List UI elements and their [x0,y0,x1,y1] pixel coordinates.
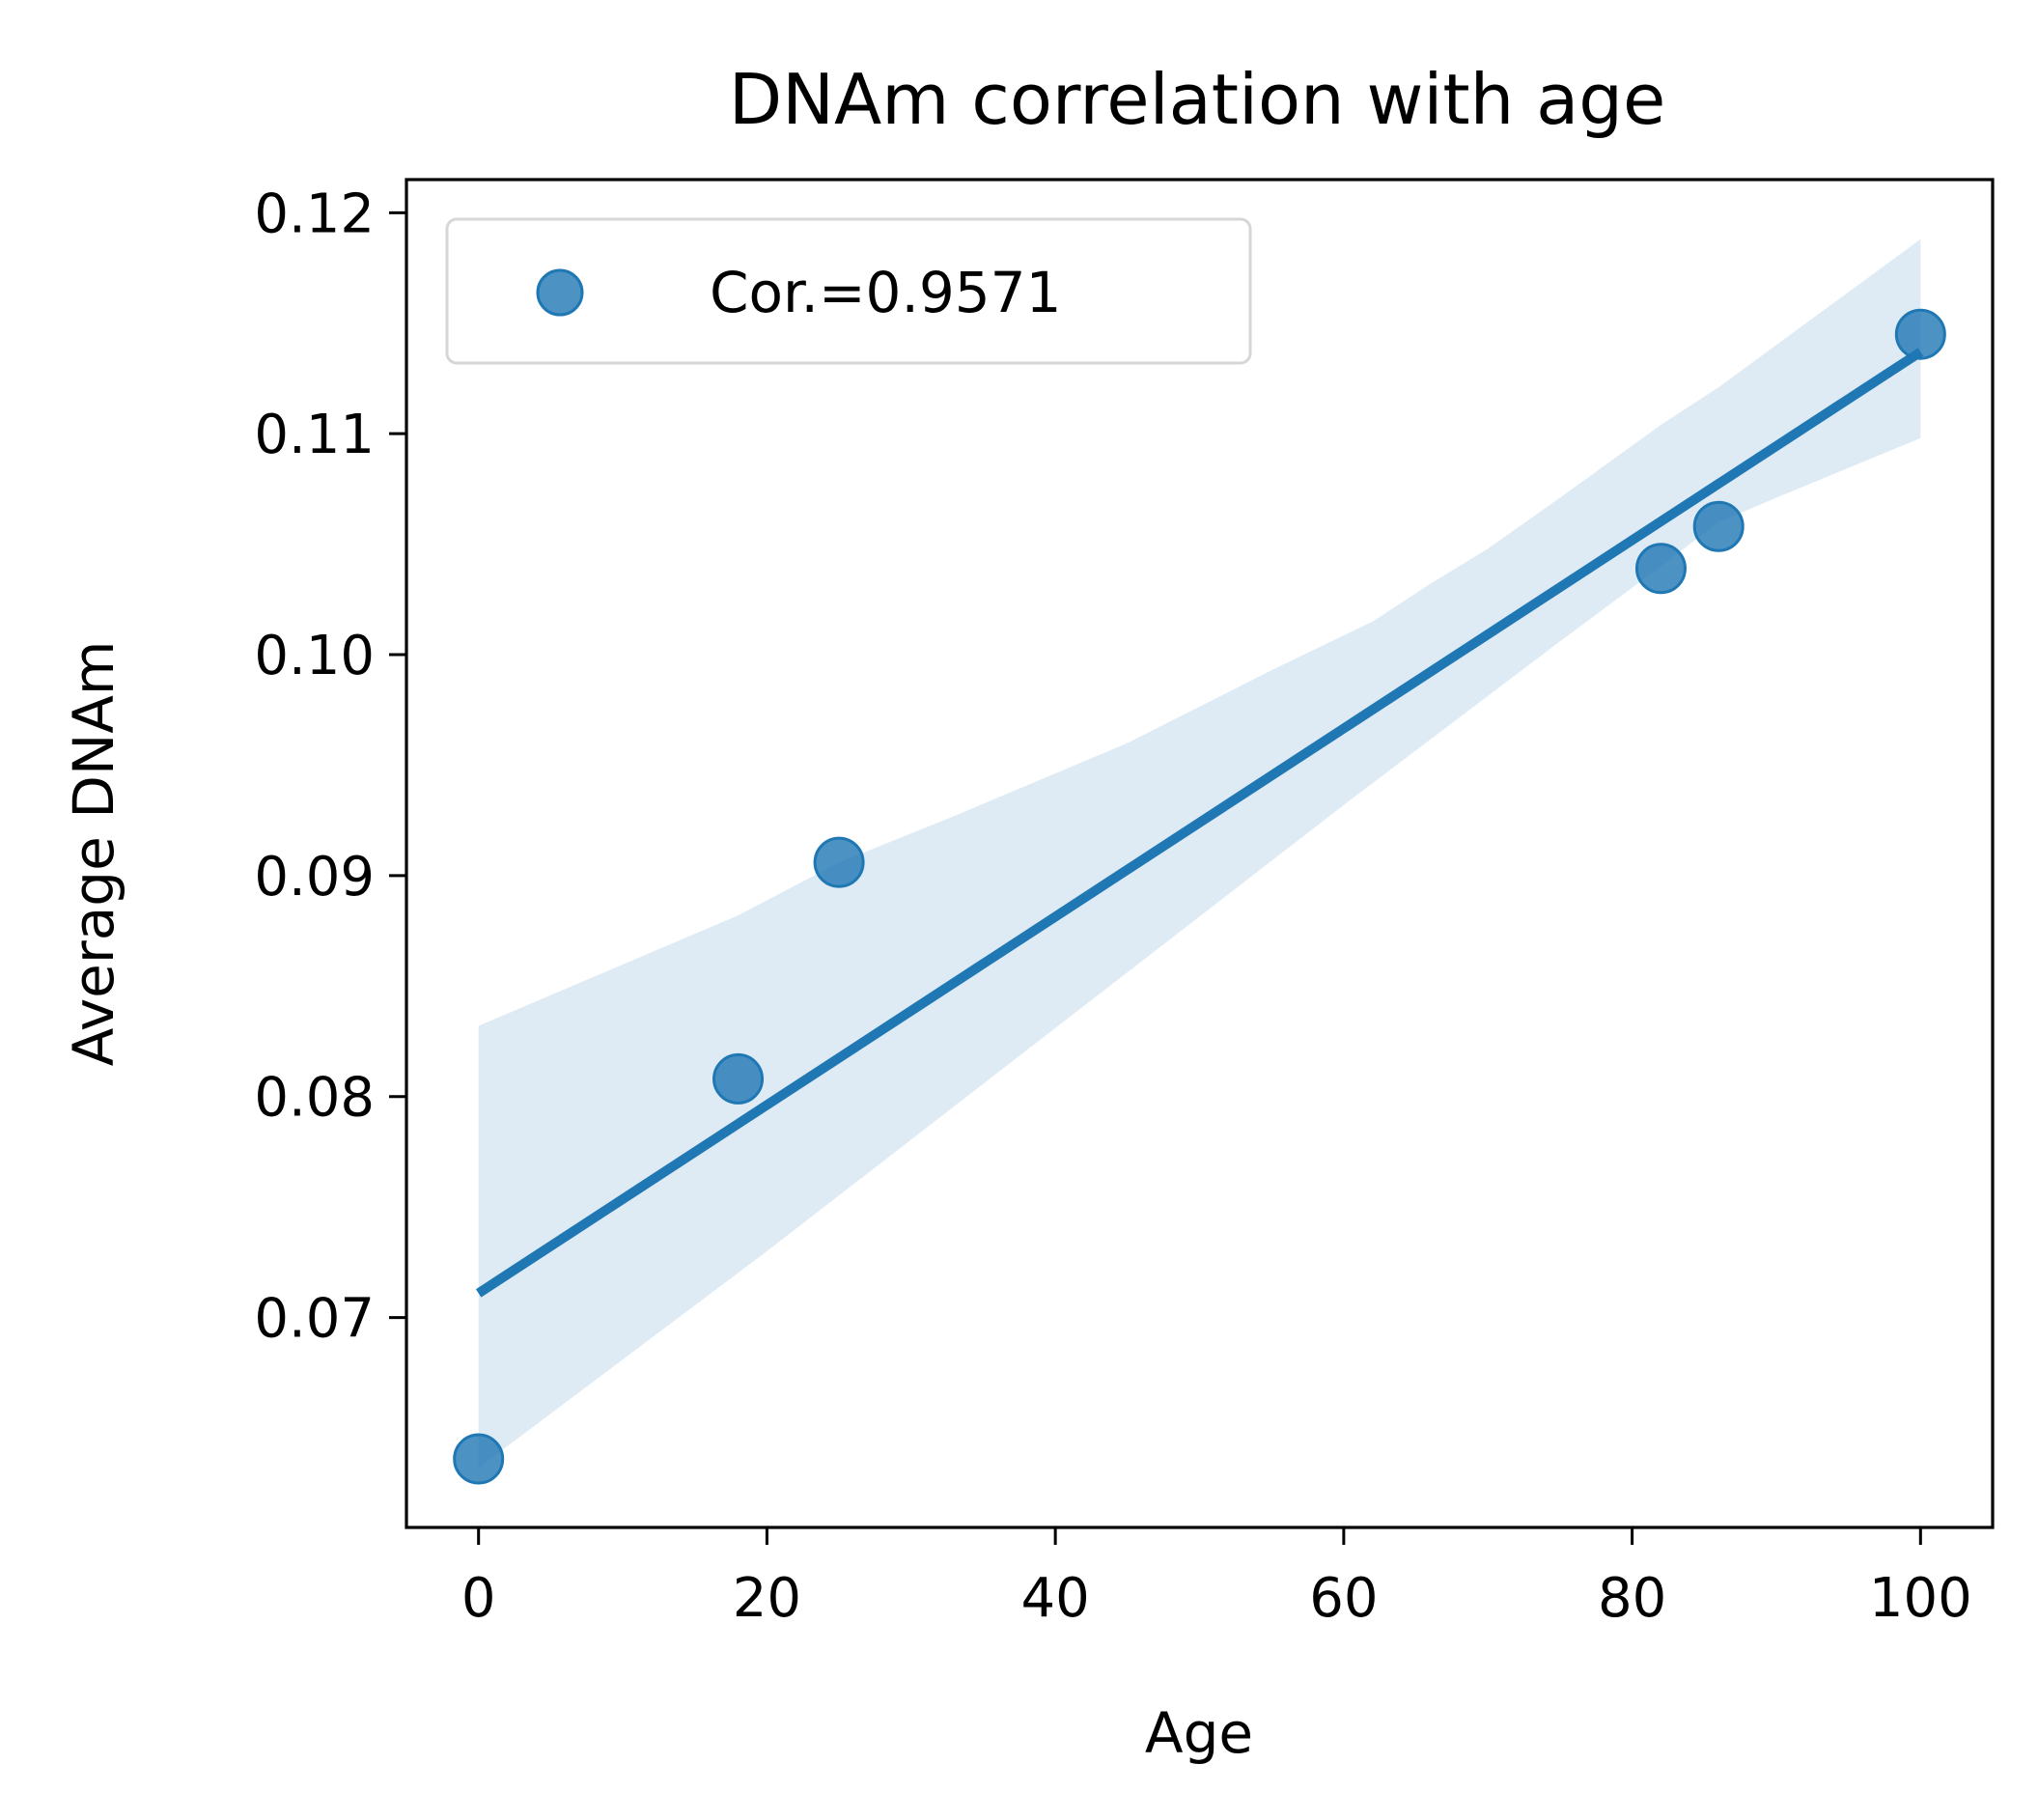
x-tick-label: 100 [1869,1567,1972,1630]
x-axis-ticks: 0 20 40 60 80 100 [461,1527,1972,1630]
axes-frame [405,178,1995,1529]
data-point-4 [1692,500,1745,552]
y-axis-ticks: 0.07 0.08 0.09 0.10 0.11 0.12 [254,182,406,1351]
y-tick-label: 0.07 [254,1288,375,1351]
y-tick-label: 0.12 [254,182,375,245]
x-tick-label: 40 [1021,1567,1090,1630]
plot-area [453,238,1946,1485]
legend-marker [536,268,584,317]
data-point-1 [712,1052,765,1105]
confidence-band [478,238,1921,1469]
x-tick-label: 20 [733,1567,801,1630]
x-tick-label: 0 [461,1567,496,1630]
x-axis-title: Age [1145,1700,1253,1766]
legend: Cor.=0.9571 [445,217,1252,365]
x-tick-label: 60 [1309,1567,1378,1630]
scatter-points [453,308,1946,1485]
legend-box [445,217,1252,365]
legend-entry: Cor.=0.9571 [710,260,1061,325]
y-tick-label: 0.10 [254,625,375,687]
y-tick-label: 0.09 [254,846,375,909]
data-point-3 [1634,543,1687,595]
y-axis-title: Average DNAm [61,641,126,1067]
data-point-0 [453,1433,505,1485]
data-point-2 [813,836,865,888]
y-tick-label: 0.11 [254,404,375,466]
data-point-5 [1894,308,1946,360]
x-tick-label: 80 [1598,1567,1666,1630]
chart-title: DNAm correlation with age [729,59,1666,140]
regression-line [475,348,1924,1298]
y-tick-label: 0.08 [254,1067,375,1130]
